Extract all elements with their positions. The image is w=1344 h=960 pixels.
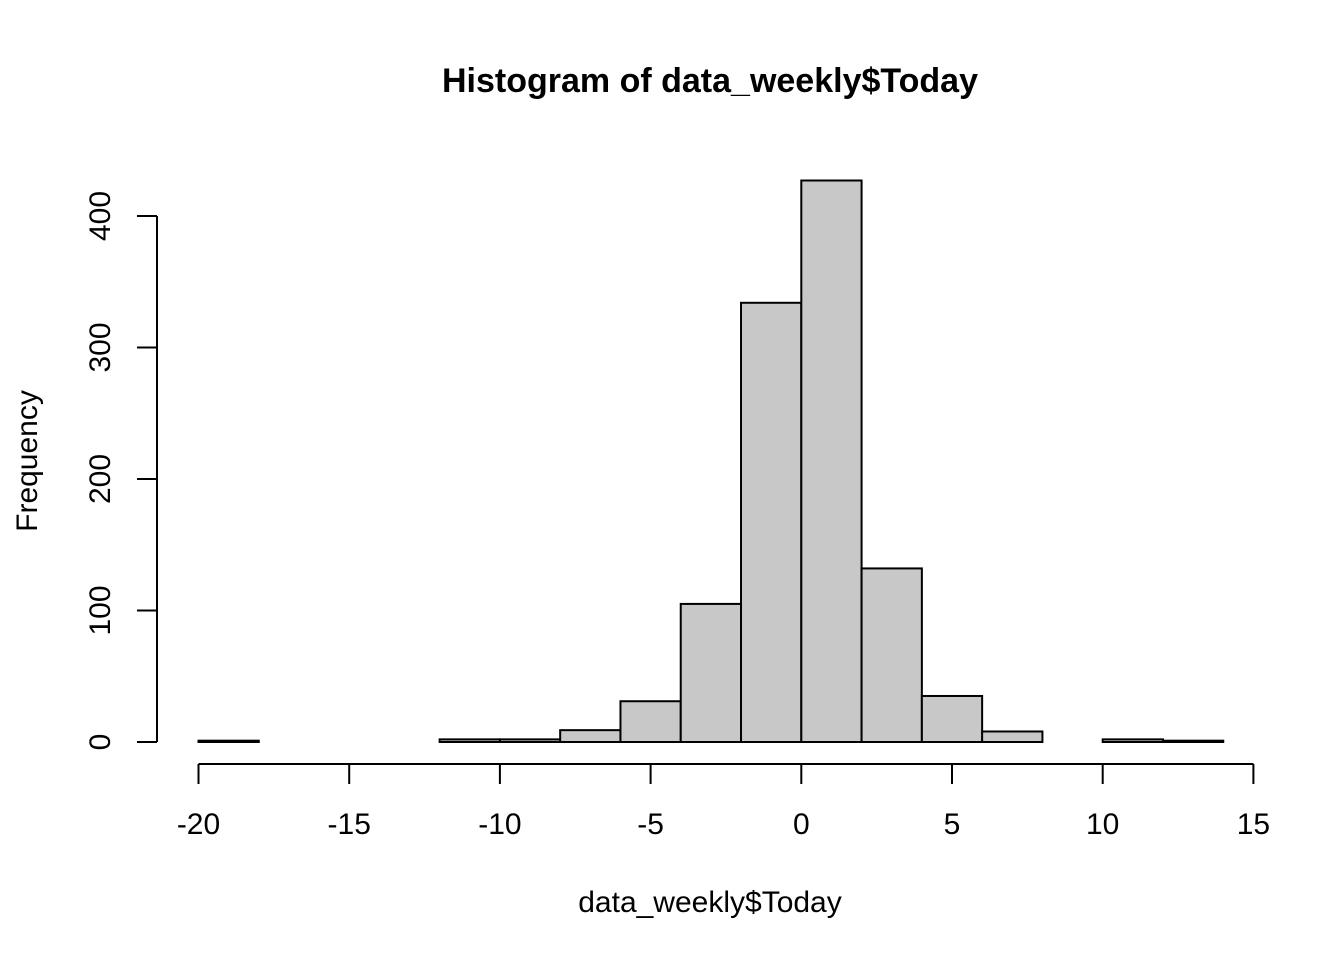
y-tick-label: 100 — [84, 585, 117, 635]
histogram-bar-12 — [920, 694, 984, 743]
y-tick-label: 200 — [84, 454, 117, 504]
histogram-bar-7 — [619, 700, 682, 743]
y-tick-label: 0 — [84, 734, 117, 751]
histogram-bar-13 — [981, 730, 1044, 743]
x-axis-label: data_weekly$Today — [578, 886, 842, 919]
y-tick-label: 300 — [84, 322, 117, 372]
x-tick-label: 0 — [793, 808, 810, 841]
x-tick-label: 10 — [1086, 808, 1119, 841]
chart-title: Histogram of data_weekly$Today — [442, 62, 978, 100]
histogram-bar-6 — [559, 729, 622, 743]
histogram-bar-4 — [438, 738, 501, 743]
x-tick-label: 15 — [1237, 808, 1270, 841]
histogram-bar-16 — [1161, 739, 1225, 743]
x-tick-label: -15 — [328, 808, 371, 841]
x-tick-label: -5 — [637, 808, 664, 841]
x-axis: -20 -15 -10 -5 0 5 10 15 — [177, 763, 1270, 841]
histogram-bar-10 — [800, 179, 863, 743]
bars-layer — [197, 179, 1225, 743]
histogram-bar-11 — [860, 567, 923, 743]
y-axis: 0 100 200 300 400 — [84, 191, 158, 751]
histogram-bar-9 — [740, 301, 803, 743]
y-axis-label: Frequency — [11, 390, 44, 532]
x-tick-label: -20 — [177, 808, 220, 841]
histogram-bar-15 — [1101, 738, 1164, 743]
x-tick-label: 5 — [944, 808, 961, 841]
histogram-bar-5 — [498, 738, 562, 743]
y-tick-label: 400 — [84, 191, 117, 241]
histogram-bar-0 — [197, 739, 260, 743]
x-tick-label: -10 — [478, 808, 521, 841]
histogram-bar-8 — [679, 602, 743, 743]
